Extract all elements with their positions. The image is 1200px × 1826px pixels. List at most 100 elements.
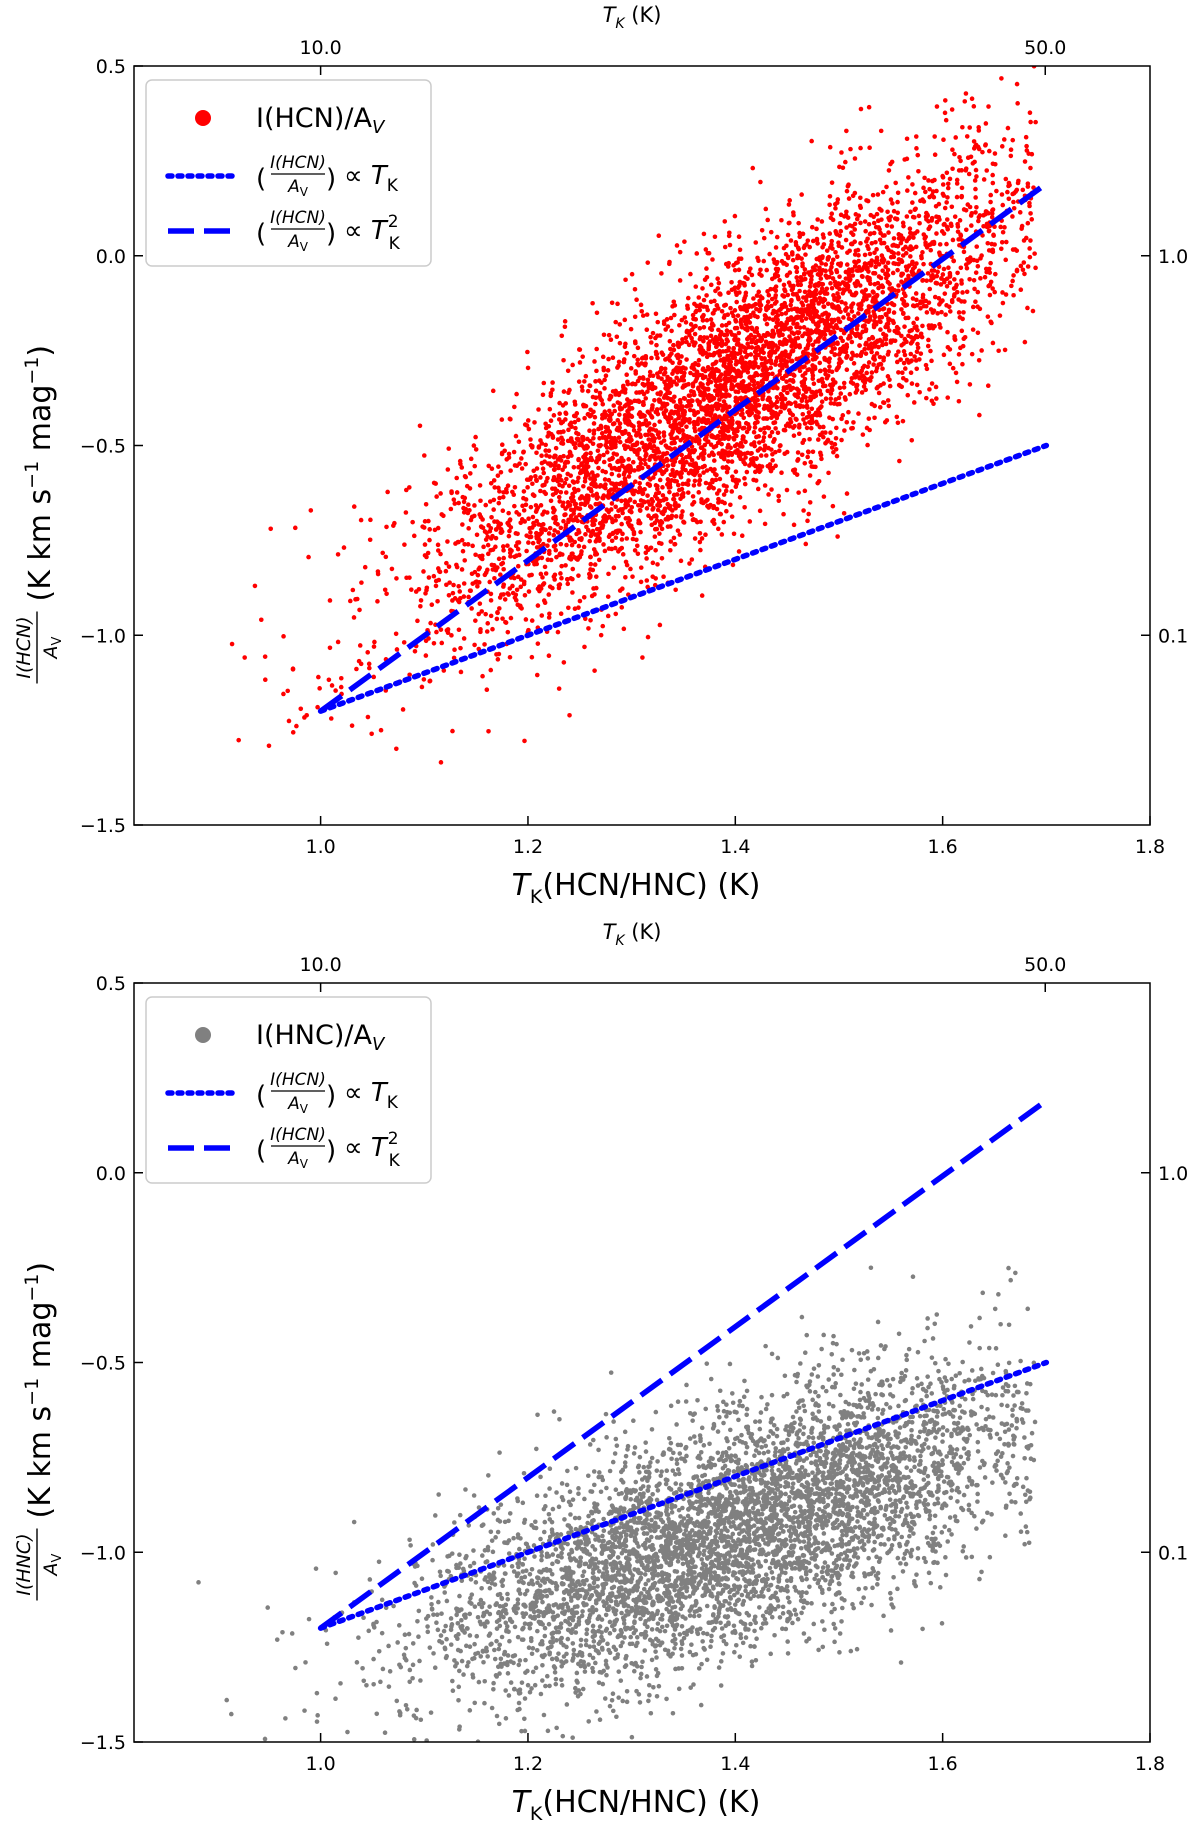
data-point [585,493,590,498]
data-point [838,221,843,226]
data-point [728,243,733,248]
data-point [852,361,857,366]
data-point [466,595,471,600]
data-point [691,313,696,318]
data-point [483,612,488,617]
data-point [991,233,996,238]
data-point [444,561,449,566]
data-point [618,529,623,534]
data-point [632,500,637,505]
data-point [967,277,972,282]
data-point [720,430,725,435]
data-point [751,283,756,288]
data-point [852,314,857,319]
data-point [991,250,996,255]
data-point [760,397,765,402]
data-point [727,405,732,410]
data-point [845,491,850,496]
data-point [435,599,440,604]
data-point [544,571,549,576]
data-point [945,217,950,222]
data-point [263,677,268,682]
data-point [605,507,610,512]
data-point [844,238,849,243]
data-point [545,543,550,548]
data-point [423,542,428,547]
data-point [745,410,750,415]
data-point [930,268,935,273]
data-point [677,532,682,537]
data-point [809,464,814,469]
data-point [832,326,837,331]
data-point [658,478,663,483]
data-point [557,483,562,488]
data-point [1012,206,1017,211]
data-point [986,383,991,388]
data-point [645,493,650,498]
data-point [957,168,962,173]
data-point [775,386,780,391]
data-point [522,519,527,524]
data-point [866,247,871,252]
data-point [825,291,830,296]
data-point [631,492,636,497]
data-point [754,435,759,440]
data-point [437,578,442,583]
data-point [682,409,687,414]
data-point [631,460,636,465]
data-point [557,411,562,416]
data-point [515,532,520,537]
data-point [738,344,743,349]
data-point [558,455,563,460]
data-point [576,605,581,610]
data-point [616,459,621,464]
data-point [667,260,672,265]
data-point [690,458,695,463]
data-point [867,428,872,433]
data-point [531,515,536,520]
data-point [309,508,314,513]
data-point [673,303,678,308]
data-point [584,525,589,530]
data-point [424,588,429,593]
data-point [559,611,564,616]
data-point [914,245,919,250]
data-point [980,150,985,155]
data-point [654,343,659,348]
data-point [572,518,577,523]
data-point [917,357,922,362]
data-point [941,272,946,277]
data-point [538,475,543,480]
data-point [436,543,441,548]
data-point [930,381,935,386]
data-point [926,178,931,183]
data-point [922,236,927,241]
data-point [784,386,789,391]
data-point [750,396,755,401]
data-point [565,577,570,582]
data-point [739,317,744,322]
data-point [304,713,309,718]
data-point [587,539,592,544]
data-point [676,356,681,361]
data-point [945,284,950,289]
data-point [929,278,934,283]
data-point [651,561,656,566]
data-point [629,327,634,332]
data-point [859,107,864,112]
data-point [736,382,741,387]
data-point [896,331,901,336]
data-point [895,268,900,273]
data-point [758,427,763,432]
data-point [703,351,708,356]
data-point [713,234,718,239]
data-point [689,469,694,474]
data-point [974,205,979,210]
data-point [686,296,691,301]
data-point [909,438,914,443]
data-point [718,292,723,297]
data-point [973,187,978,192]
data-point [915,342,920,347]
data-point [896,190,901,195]
data-point [933,295,938,300]
